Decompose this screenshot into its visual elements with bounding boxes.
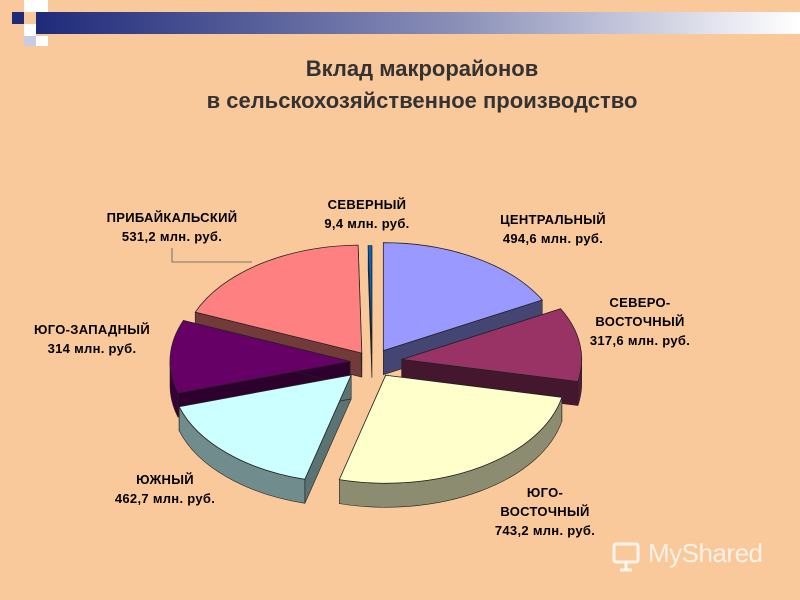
slice-label-4: ЮЖНЫЙ 462,7 млн. руб. <box>115 472 215 506</box>
slice-label-1: ЦЕНТРАЛЬНЫЙ 494,6 млн. руб. <box>500 212 606 246</box>
watermark-text: MyShared <box>648 538 763 568</box>
presentation-icon <box>612 542 640 572</box>
chart-title-line-1: Вклад макрорайонов <box>305 56 539 81</box>
pie-slice-3 <box>338 374 563 508</box>
top-decoration-bar <box>0 0 800 46</box>
pie-slice-4 <box>178 374 352 504</box>
slice-label-3: ЮГО-ВОСТОЧНЫЙ 743,2 млн. руб. <box>495 485 595 538</box>
slice-label-7: СЕВЕРНЫЙ 9,4 млн. руб. <box>324 197 409 231</box>
slice-label-5: ЮГО-ЗАПАДНЫЙ 314 млн. руб. <box>34 322 150 356</box>
pie-slice-2 <box>401 308 583 406</box>
watermark-logo: MyShared <box>610 536 780 576</box>
chart-title-line-2: в сельскохозяйственное производство <box>206 88 638 113</box>
slice-label-6: ПРИБАЙКАЛЬСКИЙ 531,2 млн. руб. <box>107 210 238 244</box>
slice-label-2: СЕВЕРО-ВОСТОЧНЫЙ 317,6 млн. руб. <box>590 295 690 348</box>
pie-slice-7 <box>367 245 373 378</box>
label-leader-line <box>171 248 252 263</box>
